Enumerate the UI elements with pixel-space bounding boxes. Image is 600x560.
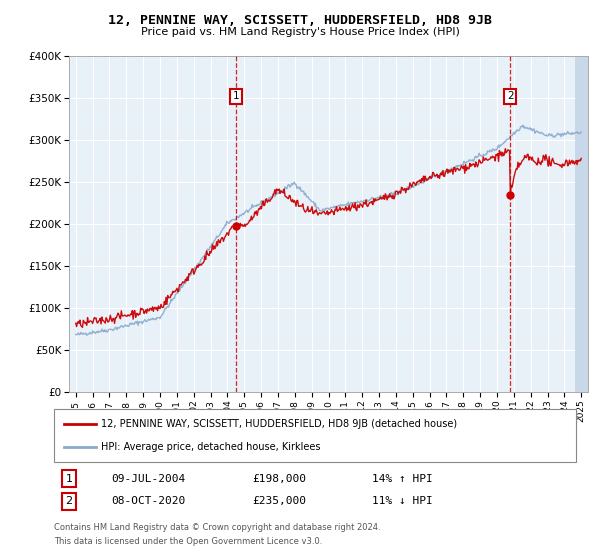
Text: This data is licensed under the Open Government Licence v3.0.: This data is licensed under the Open Gov… bbox=[54, 537, 322, 546]
Bar bbox=[575, 56, 588, 392]
Text: Contains HM Land Registry data © Crown copyright and database right 2024.: Contains HM Land Registry data © Crown c… bbox=[54, 523, 380, 532]
Text: HPI: Average price, detached house, Kirklees: HPI: Average price, detached house, Kirk… bbox=[101, 442, 320, 452]
Text: 09-JUL-2004: 09-JUL-2004 bbox=[111, 474, 185, 484]
Text: 1: 1 bbox=[65, 474, 73, 484]
Text: 14% ↑ HPI: 14% ↑ HPI bbox=[372, 474, 433, 484]
Text: 11% ↓ HPI: 11% ↓ HPI bbox=[372, 496, 433, 506]
Bar bbox=[575, 56, 588, 392]
Text: Price paid vs. HM Land Registry's House Price Index (HPI): Price paid vs. HM Land Registry's House … bbox=[140, 27, 460, 37]
Text: 12, PENNINE WAY, SCISSETT, HUDDERSFIELD, HD8 9JB (detached house): 12, PENNINE WAY, SCISSETT, HUDDERSFIELD,… bbox=[101, 419, 457, 429]
Text: 2: 2 bbox=[65, 496, 73, 506]
FancyBboxPatch shape bbox=[54, 409, 576, 462]
Text: 1: 1 bbox=[233, 91, 239, 101]
Text: 2: 2 bbox=[507, 91, 514, 101]
Text: £198,000: £198,000 bbox=[252, 474, 306, 484]
Text: 08-OCT-2020: 08-OCT-2020 bbox=[111, 496, 185, 506]
Text: £235,000: £235,000 bbox=[252, 496, 306, 506]
Text: 12, PENNINE WAY, SCISSETT, HUDDERSFIELD, HD8 9JB: 12, PENNINE WAY, SCISSETT, HUDDERSFIELD,… bbox=[108, 14, 492, 27]
